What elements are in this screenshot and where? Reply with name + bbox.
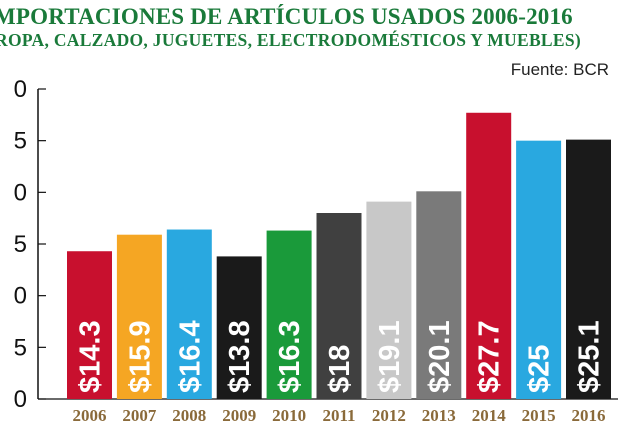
bar-2008: [166, 229, 212, 399]
bar-value-label: $25: [524, 345, 556, 393]
bar-value-label: $15.9: [124, 320, 156, 393]
bar-2015: [516, 140, 562, 399]
y-tick-label: 5: [14, 334, 27, 361]
y-tick-label: 5: [14, 128, 27, 155]
bar-value-label: $27.7: [474, 320, 506, 393]
x-axis-labels: 2006 2007 2008 2009 2010 2011 2012 2013 2014 2015…: [73, 406, 606, 425]
bar-value-label: $25.1: [574, 320, 606, 393]
bar-value-label: $13.8: [224, 320, 256, 393]
x-tick-label: 2008: [172, 406, 206, 425]
x-tick-label: 2006: [73, 406, 107, 425]
chart-subtitle: ROPA, CALZADO, JUGUETES, ELECTRODOMÉSTIC…: [0, 30, 582, 50]
y-tick-label: 0: [14, 386, 27, 413]
x-tick-label: 2015: [522, 406, 556, 425]
x-tick-label: 2010: [272, 406, 306, 425]
x-tick-label: 2011: [322, 406, 355, 425]
bar-2012: [366, 201, 412, 399]
x-tick-label: 2012: [372, 406, 406, 425]
bar-value-label: $16.4: [174, 320, 206, 393]
y-tick-label: 0: [14, 179, 27, 206]
bar-value-label: $19.1: [374, 320, 406, 393]
x-tick-label: 2013: [422, 406, 456, 425]
x-tick-label: 2009: [222, 406, 256, 425]
chart-title-line1: MPORTACIONES DE ARTÍCULOS USADOS 2006-20…: [0, 4, 573, 29]
bars: $14.3 $15.9 $16.4 $13.8 $16.3 $18 $19.1 $20.1 $2…: [67, 112, 611, 400]
bar-2007: [116, 234, 162, 399]
bar-2006: [67, 251, 112, 399]
y-tick-label: 0: [14, 283, 27, 310]
bar-2010: [266, 230, 312, 399]
bar-value-label: $20.1: [424, 320, 456, 393]
source-note: Fuente: BCR: [510, 60, 609, 79]
y-tick-label: 5: [14, 231, 27, 258]
y-axis: 0 5 0 5 0 5 0: [14, 76, 618, 413]
bar-2016: [566, 139, 611, 399]
x-tick-label: 2014: [472, 406, 507, 425]
chart-title: MPORTACIONES DE ARTÍCULOS USADOS 2006-20…: [0, 4, 627, 50]
bar-2009: [216, 256, 262, 399]
bar-2011: [316, 213, 362, 399]
y-tick-label: 0: [14, 76, 27, 103]
x-tick-label: 2016: [572, 406, 606, 425]
bar-2013: [416, 191, 462, 399]
bar-2014: [466, 112, 512, 400]
bar-value-label: $18: [324, 345, 356, 393]
bar-value-label: $16.3: [274, 320, 306, 393]
bar-value-label: $14.3: [75, 320, 107, 393]
x-tick-label: 2007: [122, 406, 157, 425]
